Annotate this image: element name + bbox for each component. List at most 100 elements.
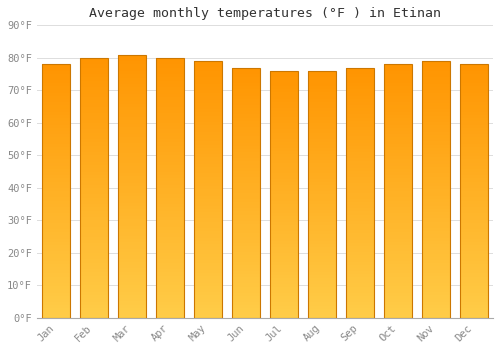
Bar bbox=[194, 167, 222, 170]
Bar bbox=[194, 158, 222, 161]
Bar bbox=[308, 74, 336, 77]
Bar bbox=[80, 61, 108, 64]
Bar bbox=[232, 252, 260, 255]
Bar bbox=[118, 97, 146, 100]
Bar bbox=[118, 186, 146, 189]
Bar bbox=[422, 61, 450, 64]
Bar bbox=[308, 136, 336, 139]
Bar bbox=[270, 265, 297, 268]
Bar bbox=[194, 305, 222, 308]
Bar bbox=[346, 168, 374, 171]
Bar bbox=[384, 159, 411, 162]
Bar bbox=[80, 217, 108, 220]
Bar bbox=[270, 268, 297, 272]
Bar bbox=[80, 308, 108, 312]
Bar bbox=[460, 144, 487, 147]
Bar bbox=[194, 202, 222, 205]
Bar bbox=[42, 99, 70, 102]
Bar bbox=[346, 255, 374, 258]
Bar bbox=[460, 204, 487, 207]
Bar bbox=[384, 105, 411, 108]
Bar bbox=[346, 227, 374, 230]
Bar bbox=[308, 114, 336, 117]
Title: Average monthly temperatures (°F ) in Etinan: Average monthly temperatures (°F ) in Et… bbox=[89, 7, 441, 20]
Bar bbox=[422, 270, 450, 273]
Bar bbox=[460, 216, 487, 219]
Bar bbox=[80, 259, 108, 262]
Bar bbox=[232, 312, 260, 315]
Bar bbox=[384, 204, 411, 207]
Bar bbox=[384, 99, 411, 102]
Bar bbox=[270, 225, 297, 228]
Bar bbox=[80, 305, 108, 308]
Bar bbox=[270, 309, 297, 312]
Bar bbox=[422, 84, 450, 87]
Bar bbox=[194, 292, 222, 295]
Bar bbox=[384, 286, 411, 289]
Bar bbox=[384, 236, 411, 239]
Bar bbox=[422, 244, 450, 247]
Bar bbox=[118, 209, 146, 212]
Bar bbox=[346, 193, 374, 196]
Bar bbox=[384, 140, 411, 143]
Bar bbox=[80, 168, 108, 172]
Bar bbox=[232, 127, 260, 130]
Bar bbox=[80, 194, 108, 198]
Bar bbox=[42, 248, 70, 251]
Bar bbox=[42, 194, 70, 197]
Bar bbox=[270, 71, 297, 318]
Bar bbox=[346, 287, 374, 290]
Bar bbox=[346, 114, 374, 118]
Bar bbox=[232, 308, 260, 312]
Bar bbox=[460, 191, 487, 194]
Bar bbox=[270, 170, 297, 173]
Bar bbox=[156, 217, 184, 220]
Bar bbox=[232, 121, 260, 124]
Bar bbox=[384, 251, 411, 254]
Bar bbox=[232, 211, 260, 215]
Bar bbox=[460, 121, 487, 125]
Bar bbox=[156, 275, 184, 279]
Bar bbox=[232, 118, 260, 121]
Bar bbox=[156, 246, 184, 250]
Bar bbox=[422, 199, 450, 202]
Bar bbox=[460, 251, 487, 254]
Bar bbox=[460, 83, 487, 86]
Bar bbox=[80, 184, 108, 188]
Bar bbox=[194, 282, 222, 286]
Bar bbox=[384, 232, 411, 236]
Bar bbox=[232, 177, 260, 180]
Bar bbox=[118, 189, 146, 193]
Bar bbox=[42, 239, 70, 242]
Bar bbox=[156, 136, 184, 139]
Bar bbox=[308, 133, 336, 136]
Bar bbox=[118, 120, 146, 124]
Bar bbox=[156, 100, 184, 103]
Bar bbox=[194, 164, 222, 167]
Bar bbox=[308, 154, 336, 157]
Bar bbox=[384, 283, 411, 286]
Bar bbox=[42, 182, 70, 185]
Bar bbox=[42, 108, 70, 112]
Bar bbox=[422, 276, 450, 279]
Bar bbox=[422, 106, 450, 109]
Bar bbox=[460, 201, 487, 204]
Bar bbox=[194, 218, 222, 222]
Bar bbox=[422, 202, 450, 205]
Bar bbox=[422, 308, 450, 312]
Bar bbox=[270, 99, 297, 102]
Bar bbox=[232, 221, 260, 224]
Bar bbox=[346, 243, 374, 246]
Bar bbox=[270, 278, 297, 281]
Bar bbox=[156, 172, 184, 175]
Bar bbox=[232, 180, 260, 183]
Bar bbox=[80, 80, 108, 84]
Bar bbox=[384, 245, 411, 248]
Bar bbox=[308, 281, 336, 284]
Bar bbox=[80, 198, 108, 201]
Bar bbox=[80, 129, 108, 133]
Bar bbox=[422, 263, 450, 266]
Bar bbox=[422, 196, 450, 199]
Bar bbox=[232, 158, 260, 161]
Bar bbox=[460, 150, 487, 153]
